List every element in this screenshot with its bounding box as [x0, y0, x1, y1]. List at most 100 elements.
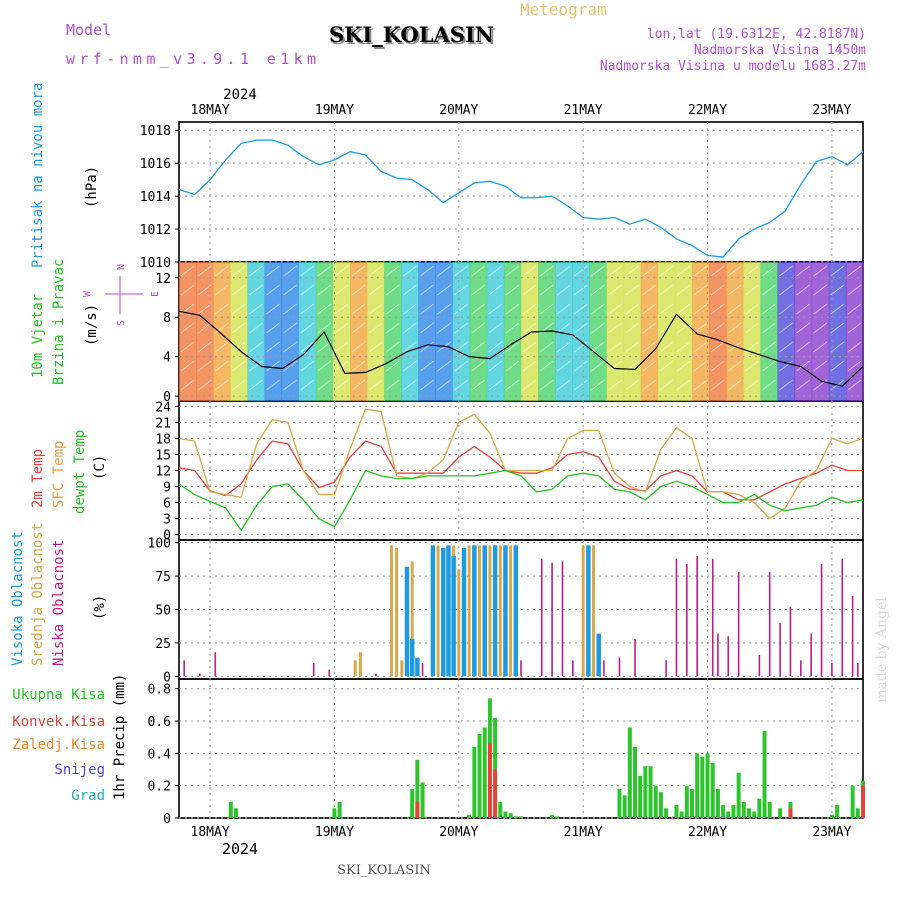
y-tick-label: 25	[155, 637, 171, 652]
precip-total-bar	[757, 798, 762, 818]
legend-total-rain: Ukupna Kisa	[12, 687, 105, 703]
precip-total-bar	[550, 814, 555, 818]
wind-barb	[505, 303, 520, 315]
wind-barb	[266, 303, 280, 315]
wind-barb	[385, 284, 400, 296]
cloud-mid-bar	[509, 545, 513, 677]
wind-barb	[659, 341, 674, 353]
wind-barb	[556, 360, 571, 372]
wind-barb	[608, 303, 622, 315]
wind-barb	[659, 265, 674, 277]
year-label-top: 2024	[223, 87, 257, 103]
sfc-temp-line	[178, 408, 864, 520]
wind-barb	[830, 360, 845, 372]
wind-barb	[454, 379, 469, 391]
precip-total-bar	[638, 775, 643, 818]
wind-barb-column	[623, 262, 642, 401]
y-tick-label: 1012	[140, 223, 171, 238]
wind-barb-column	[777, 262, 796, 401]
y-tick-label: 18	[155, 432, 171, 447]
wind-barb	[642, 379, 657, 391]
wind-barb	[539, 303, 554, 315]
wind-barb	[625, 284, 640, 296]
wind-barb	[317, 360, 332, 372]
temperature-ylabel: 2m Temp SFC Temp dewpt Temp (C)	[30, 430, 108, 514]
wind-barb	[402, 265, 417, 277]
wind-barb	[710, 341, 725, 353]
cloud-low-bar	[561, 561, 564, 677]
wind-barb	[539, 379, 554, 391]
y-tick-label: 0	[163, 529, 171, 544]
wind-barb	[539, 265, 554, 277]
wind-barb	[471, 265, 486, 277]
wind-barb	[779, 284, 793, 296]
wind-barb	[762, 265, 776, 277]
wind-barb	[762, 322, 776, 334]
precip-total-bar	[705, 753, 710, 818]
chart-marks	[178, 139, 865, 818]
wind-barb	[334, 341, 349, 353]
wind-barb-column	[435, 262, 454, 401]
legend-snow: Snijeg	[54, 762, 105, 778]
model-name: wrf-nmm_v3.9.1 e1km	[66, 50, 316, 68]
wind-barb	[539, 284, 554, 296]
wind-barb	[796, 341, 811, 353]
cloud-low-bar	[831, 662, 833, 677]
wind-barb	[608, 379, 622, 391]
cloud-low-bar	[214, 652, 217, 677]
precip-total-bar	[726, 811, 731, 818]
compass-rose-icon: N W E S	[82, 264, 161, 326]
precip-total-bar	[690, 788, 694, 818]
precip-total-bar	[617, 788, 622, 818]
wind-barb	[368, 322, 383, 334]
wind-barb	[317, 322, 332, 334]
wind-barb	[744, 360, 759, 372]
y-tick-label: 0	[163, 812, 171, 827]
cloud-low-bar	[665, 660, 667, 677]
legend-hail: Grad	[71, 788, 105, 804]
cloud-low-bar	[183, 660, 185, 677]
wind-barb	[625, 341, 640, 353]
wind-barb	[573, 379, 588, 391]
wind-barb	[249, 265, 263, 277]
precip-total-bar	[234, 808, 238, 818]
day-label-top: 20MAY	[439, 103, 478, 118]
wind-barb	[334, 303, 349, 315]
wind-barb	[710, 284, 725, 296]
day-label-top: 21MAY	[564, 103, 603, 118]
wind-barb-column	[418, 262, 436, 401]
y-tick-label: 1010	[140, 256, 171, 271]
svg-text:(m/s): (m/s)	[84, 304, 100, 346]
wind-barb-column	[845, 262, 864, 401]
wind-barb	[642, 341, 657, 353]
wind-barb	[676, 379, 691, 391]
svg-text:2m Temp: 2m Temp	[30, 449, 46, 508]
wind-barb	[505, 360, 520, 372]
svg-text:1hr Precip (mm): 1hr Precip (mm)	[112, 674, 128, 800]
wind-barb	[231, 379, 246, 391]
precip-total-bar	[850, 785, 855, 818]
wind-barb	[727, 360, 742, 372]
precip-total-bar	[762, 730, 767, 818]
wind-barb	[197, 322, 212, 334]
wind-barb	[180, 284, 195, 296]
wind-barb	[625, 322, 640, 334]
wind-barb	[402, 341, 417, 353]
cloud-high-bar	[441, 548, 446, 677]
y-tick-label: 50	[155, 604, 171, 619]
footer-title: SKI_KOLASIN	[337, 863, 431, 878]
y-tick-label: 21	[155, 416, 171, 431]
svg-text:(hPa): (hPa)	[84, 166, 100, 208]
cloud-low-bar	[857, 662, 859, 677]
panel-frame	[178, 678, 864, 819]
wind-barb	[573, 322, 588, 334]
wind-barb	[368, 265, 383, 277]
lonlat-label: lon,lat (19.6312E, 42.8187N)	[647, 27, 866, 42]
wind-barb	[573, 341, 588, 353]
wind-barb	[437, 303, 451, 315]
wind-barb	[727, 303, 742, 315]
cloud-low-bar	[789, 606, 792, 677]
wind-barb	[762, 303, 776, 315]
wind-barb	[488, 341, 503, 353]
